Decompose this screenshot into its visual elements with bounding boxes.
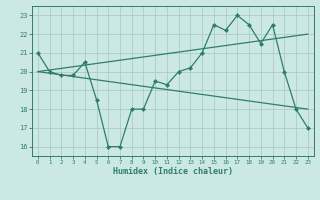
X-axis label: Humidex (Indice chaleur): Humidex (Indice chaleur)	[113, 167, 233, 176]
